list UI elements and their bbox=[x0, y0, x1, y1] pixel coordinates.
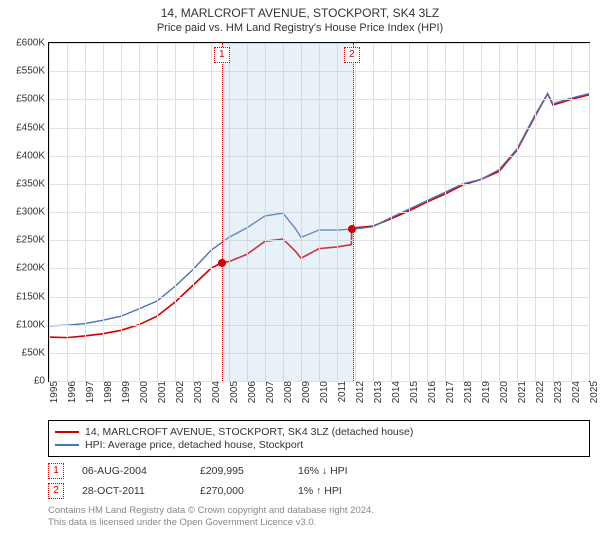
data-point-dot bbox=[218, 259, 226, 267]
y-axis-label: £150K bbox=[16, 291, 49, 302]
x-axis-label: 2012 bbox=[351, 381, 366, 403]
x-axis-label: 2014 bbox=[387, 381, 402, 403]
footnote-line: This data is licensed under the Open Gov… bbox=[48, 517, 590, 529]
x-axis-label: 2021 bbox=[513, 381, 528, 403]
transaction-diff: 16% ↓ HPI bbox=[298, 465, 388, 477]
page-subtitle: Price paid vs. HM Land Registry's House … bbox=[0, 22, 600, 34]
x-axis-label: 2001 bbox=[153, 381, 168, 403]
x-axis-label: 1999 bbox=[117, 381, 132, 403]
x-axis-label: 2010 bbox=[315, 381, 330, 403]
x-axis-label: 2019 bbox=[477, 381, 492, 403]
x-axis-label: 2000 bbox=[135, 381, 150, 403]
x-axis-label: 1997 bbox=[81, 381, 96, 403]
y-axis-label: £50K bbox=[22, 347, 49, 358]
legend-box: 14, MARLCROFT AVENUE, STOCKPORT, SK4 3LZ… bbox=[48, 420, 590, 457]
transaction-row: 2 28-OCT-2011 £270,000 1% ↑ HPI bbox=[48, 483, 590, 499]
transaction-price: £270,000 bbox=[200, 485, 280, 497]
x-axis-label: 1995 bbox=[45, 381, 60, 403]
transaction-date: 06-AUG-2004 bbox=[82, 465, 182, 477]
x-axis-label: 2020 bbox=[495, 381, 510, 403]
transaction-marker: 1 bbox=[48, 463, 64, 479]
x-axis-label: 2017 bbox=[441, 381, 456, 403]
x-axis-label: 2015 bbox=[405, 381, 420, 403]
transaction-date: 28-OCT-2011 bbox=[82, 485, 182, 497]
data-point-dot bbox=[348, 225, 356, 233]
legend-label-hpi: HPI: Average price, detached house, Stoc… bbox=[85, 439, 303, 451]
footnote: Contains HM Land Registry data © Crown c… bbox=[48, 505, 590, 529]
x-axis-label: 2018 bbox=[459, 381, 474, 403]
transaction-marker: 2 bbox=[48, 483, 64, 499]
y-axis-label: £100K bbox=[16, 319, 49, 330]
x-axis-label: 2007 bbox=[261, 381, 276, 403]
marker-box: 1 bbox=[214, 47, 230, 63]
y-axis-label: £300K bbox=[16, 207, 49, 218]
x-axis-label: 2003 bbox=[189, 381, 204, 403]
transaction-price: £209,995 bbox=[200, 465, 280, 477]
x-axis-label: 2011 bbox=[333, 381, 348, 403]
y-axis-label: £450K bbox=[16, 122, 49, 133]
legend-swatch-hpi bbox=[55, 444, 79, 446]
transactions-table: 1 06-AUG-2004 £209,995 16% ↓ HPI 2 28-OC… bbox=[48, 463, 590, 499]
marker-box: 2 bbox=[344, 47, 360, 63]
x-axis-label: 2025 bbox=[585, 381, 600, 403]
legend-swatch-property bbox=[55, 431, 79, 433]
legend-label-property: 14, MARLCROFT AVENUE, STOCKPORT, SK4 3LZ… bbox=[85, 426, 413, 438]
y-axis-label: £400K bbox=[16, 150, 49, 161]
shaded-region bbox=[222, 43, 354, 381]
y-axis-label: £200K bbox=[16, 263, 49, 274]
footnote-line: Contains HM Land Registry data © Crown c… bbox=[48, 505, 590, 517]
x-axis-label: 1996 bbox=[63, 381, 78, 403]
x-axis-label: 1998 bbox=[99, 381, 114, 403]
x-axis-label: 2008 bbox=[279, 381, 294, 403]
x-axis-label: 2024 bbox=[567, 381, 582, 403]
x-axis-label: 2013 bbox=[369, 381, 384, 403]
transaction-row: 1 06-AUG-2004 £209,995 16% ↓ HPI bbox=[48, 463, 590, 479]
price-chart: £0£50K£100K£150K£200K£250K£300K£350K£400… bbox=[48, 42, 590, 382]
y-axis-label: £250K bbox=[16, 235, 49, 246]
x-axis-label: 2009 bbox=[297, 381, 312, 403]
x-axis-label: 2023 bbox=[549, 381, 564, 403]
x-axis-label: 2005 bbox=[225, 381, 240, 403]
x-axis-label: 2022 bbox=[531, 381, 546, 403]
x-axis-label: 2016 bbox=[423, 381, 438, 403]
transaction-diff: 1% ↑ HPI bbox=[298, 485, 388, 497]
page-title: 14, MARLCROFT AVENUE, STOCKPORT, SK4 3LZ bbox=[0, 6, 600, 20]
y-axis-label: £350K bbox=[16, 178, 49, 189]
legend-row: HPI: Average price, detached house, Stoc… bbox=[55, 439, 583, 451]
y-axis-label: £600K bbox=[16, 38, 49, 49]
y-axis-label: £500K bbox=[16, 94, 49, 105]
y-axis-label: £550K bbox=[16, 66, 49, 77]
x-axis-label: 2004 bbox=[207, 381, 222, 403]
x-axis-label: 2006 bbox=[243, 381, 258, 403]
legend-row: 14, MARLCROFT AVENUE, STOCKPORT, SK4 3LZ… bbox=[55, 426, 583, 438]
x-axis-label: 2002 bbox=[171, 381, 186, 403]
